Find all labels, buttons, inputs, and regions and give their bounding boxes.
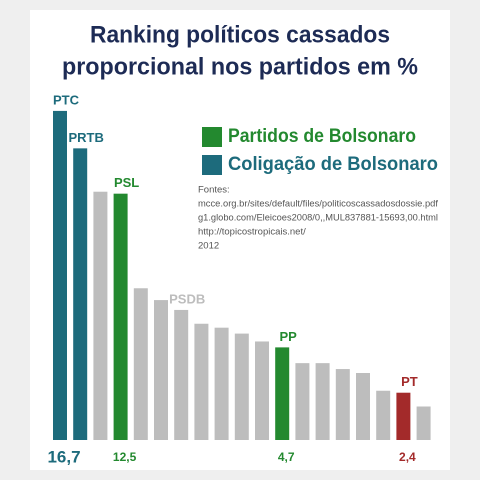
bar <box>113 193 128 440</box>
bar <box>376 390 391 440</box>
bar <box>396 392 411 440</box>
bar <box>295 363 310 440</box>
bar-label: PP <box>280 329 298 344</box>
chart-title: proporcional nos partidos em % <box>62 53 418 80</box>
bar <box>93 191 108 440</box>
value-label: 12,5 <box>113 450 137 464</box>
legend-label: Coligação de Bolsonaro <box>228 154 438 175</box>
legend-swatch <box>202 127 222 147</box>
legend-swatch <box>202 155 222 175</box>
bar <box>416 406 431 440</box>
bar <box>53 110 67 440</box>
source-text: http://topicostropicais.net/ <box>198 227 306 238</box>
bar-label: PTC <box>53 92 80 107</box>
bar <box>214 327 229 440</box>
bar <box>154 300 168 440</box>
bar <box>315 363 330 440</box>
source-text: g1.globo.com/Eleicoes2008/0,,MUL837881-1… <box>198 213 438 224</box>
bar <box>356 373 370 440</box>
bar-label: PSL <box>114 175 139 190</box>
chart-title: Ranking políticos cassados <box>90 21 390 48</box>
source-text: 2012 <box>198 241 219 252</box>
bar <box>255 341 269 440</box>
bar-label: PRTB <box>69 130 104 145</box>
value-label: 16,7 <box>47 447 80 466</box>
value-label: 4,7 <box>278 450 295 464</box>
bar <box>174 309 189 440</box>
bar <box>194 323 209 440</box>
bar <box>73 148 88 440</box>
bar <box>335 369 350 440</box>
bar <box>234 333 249 440</box>
legend-label: Partidos de Bolsonaro <box>228 126 416 147</box>
source-text: Fontes: <box>198 185 230 196</box>
bar-label: PT <box>401 374 418 389</box>
source-text: mcce.org.br/sites/default/files/politico… <box>198 199 438 210</box>
bar <box>133 288 148 440</box>
bar-label: PSDB <box>169 291 205 306</box>
bar <box>275 347 290 440</box>
value-label: 2,4 <box>399 450 416 464</box>
